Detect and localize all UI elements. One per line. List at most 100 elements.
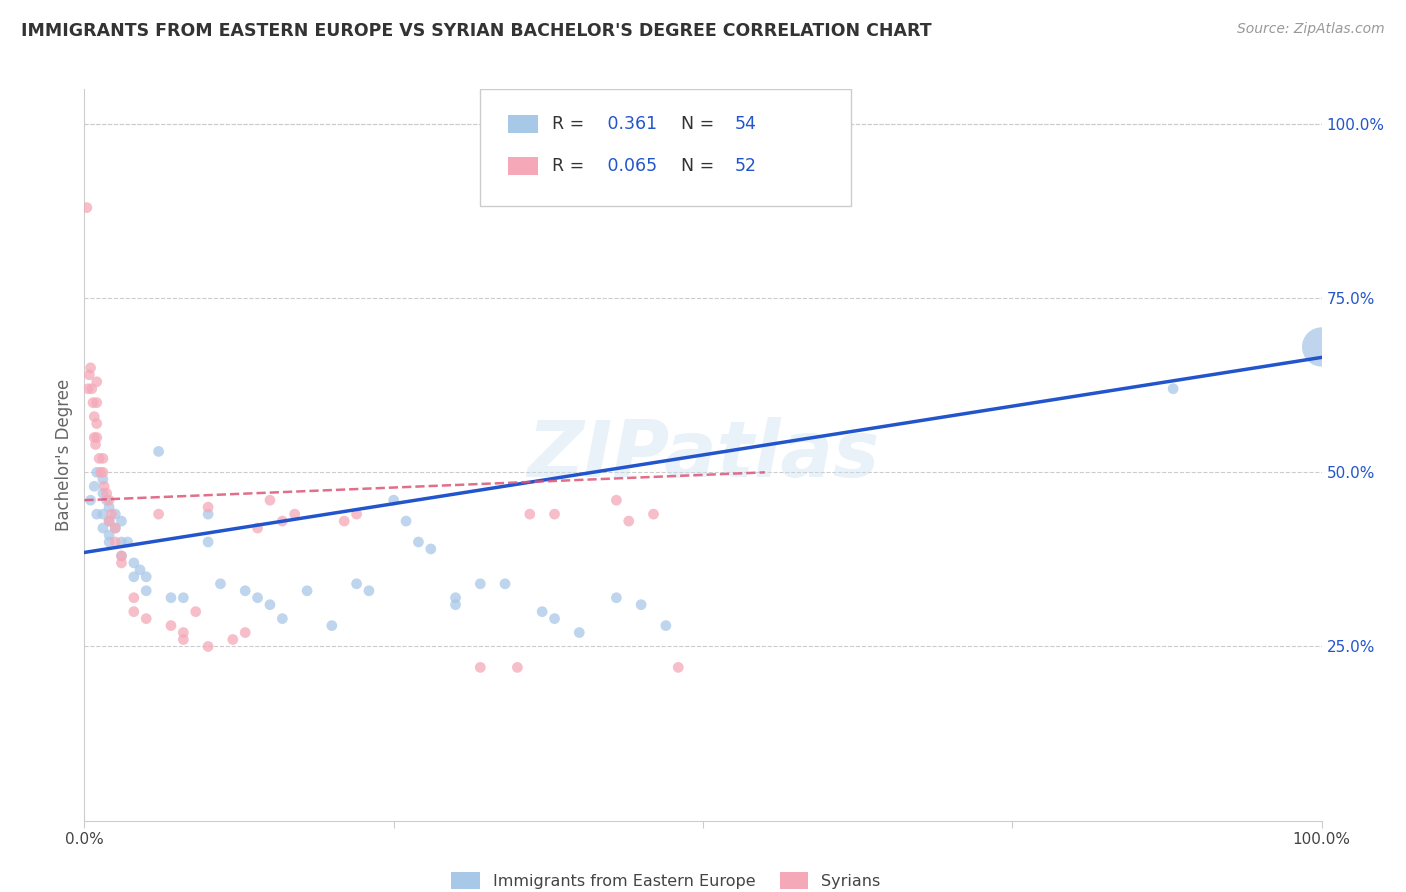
Point: [271, 612, 294, 626]
Point: [110, 514, 132, 528]
Point: [122, 556, 145, 570]
Point: [80, 382, 103, 396]
Point: [91, 521, 114, 535]
Point: [98, 493, 121, 508]
Point: [100, 507, 122, 521]
Point: [91, 472, 114, 486]
Point: [1161, 382, 1184, 396]
Point: [104, 521, 127, 535]
Point: [104, 521, 127, 535]
Point: [110, 535, 132, 549]
Point: [98, 514, 121, 528]
Point: [630, 598, 652, 612]
Point: [86, 507, 108, 521]
Text: 52: 52: [735, 157, 758, 175]
Point: [129, 563, 152, 577]
Point: [117, 535, 139, 549]
Point: [135, 570, 157, 584]
Point: [148, 444, 170, 458]
Point: [96, 493, 118, 508]
Point: [543, 507, 565, 521]
Point: [86, 466, 108, 480]
Point: [408, 535, 430, 549]
Point: [346, 576, 368, 591]
Point: [271, 514, 294, 528]
Point: [84, 437, 107, 451]
Point: [519, 507, 541, 521]
Point: [110, 556, 132, 570]
Point: [82, 395, 104, 409]
Point: [93, 479, 115, 493]
Point: [333, 514, 356, 528]
Point: [135, 583, 157, 598]
Point: [184, 605, 207, 619]
Legend: Immigrants from Eastern Europe, Syrians: Immigrants from Eastern Europe, Syrians: [443, 864, 889, 892]
Point: [91, 507, 114, 521]
Point: [86, 430, 108, 444]
Point: [83, 479, 105, 493]
Point: [91, 451, 114, 466]
Point: [77, 382, 100, 396]
Text: 0.361: 0.361: [602, 115, 657, 133]
Point: [643, 507, 665, 521]
FancyBboxPatch shape: [508, 115, 538, 134]
Point: [110, 549, 132, 563]
Y-axis label: Bachelor's Degree: Bachelor's Degree: [55, 379, 73, 531]
FancyBboxPatch shape: [481, 89, 852, 206]
Point: [321, 618, 343, 632]
Point: [655, 618, 678, 632]
Point: [89, 451, 111, 466]
Point: [1310, 340, 1333, 354]
Point: [79, 368, 101, 382]
Text: N =: N =: [669, 157, 720, 175]
Point: [104, 507, 127, 521]
Point: [89, 466, 111, 480]
Text: Source: ZipAtlas.com: Source: ZipAtlas.com: [1237, 22, 1385, 37]
Point: [246, 521, 269, 535]
Point: [98, 514, 121, 528]
Point: [246, 591, 269, 605]
Point: [197, 500, 219, 515]
Point: [382, 493, 405, 508]
Point: [222, 632, 245, 647]
Text: N =: N =: [669, 115, 720, 133]
Point: [197, 640, 219, 654]
Point: [605, 591, 627, 605]
Text: 0.065: 0.065: [602, 157, 657, 175]
Point: [444, 591, 467, 605]
Point: [160, 618, 183, 632]
Point: [259, 493, 281, 508]
Point: [98, 528, 121, 542]
Point: [617, 514, 640, 528]
Point: [395, 514, 418, 528]
Text: R =: R =: [553, 115, 589, 133]
Point: [172, 591, 194, 605]
Point: [160, 591, 183, 605]
Point: [543, 612, 565, 626]
Point: [419, 541, 441, 556]
Point: [91, 466, 114, 480]
Point: [209, 576, 232, 591]
FancyBboxPatch shape: [508, 157, 538, 175]
Point: [98, 500, 121, 515]
Point: [172, 625, 194, 640]
Point: [76, 201, 98, 215]
Point: [666, 660, 689, 674]
Point: [122, 591, 145, 605]
Point: [135, 612, 157, 626]
Point: [91, 486, 114, 500]
Point: [122, 605, 145, 619]
Point: [86, 395, 108, 409]
Text: R =: R =: [553, 157, 589, 175]
Point: [148, 507, 170, 521]
Point: [86, 417, 108, 431]
Point: [506, 660, 529, 674]
Text: ZIPatlas: ZIPatlas: [527, 417, 879, 493]
Point: [79, 360, 101, 375]
Point: [357, 583, 380, 598]
Point: [197, 535, 219, 549]
Point: [96, 486, 118, 500]
Point: [110, 549, 132, 563]
Text: 54: 54: [735, 115, 756, 133]
Point: [83, 430, 105, 444]
